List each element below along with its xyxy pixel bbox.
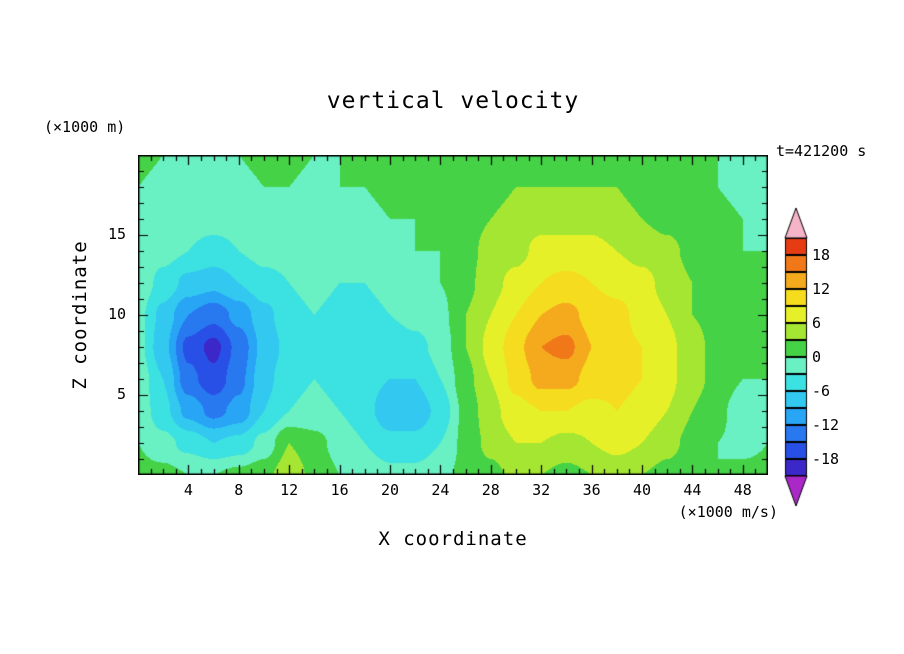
x-tick-label: 8 bbox=[234, 481, 244, 499]
x-tick-label: 44 bbox=[683, 481, 702, 499]
colorbar-tick-label: 18 bbox=[812, 246, 831, 264]
x-tick-label: 24 bbox=[431, 481, 450, 499]
z-axis-unit: (×1000 m) bbox=[44, 118, 126, 136]
chart-title: vertical velocity bbox=[326, 88, 580, 114]
x-axis-label: X coordinate bbox=[378, 528, 528, 550]
x-tick-label: 4 bbox=[183, 481, 193, 499]
contour-plot-canvas bbox=[138, 155, 768, 475]
x-tick-label: 12 bbox=[280, 481, 299, 499]
x-tick-label: 16 bbox=[330, 481, 349, 499]
z-tick-label: 5 bbox=[116, 385, 126, 403]
colorbar-tick-label: -18 bbox=[812, 450, 840, 468]
z-axis-label: Z coordinate bbox=[69, 240, 91, 390]
timestamp-label: t=421200 s bbox=[776, 142, 867, 160]
colorbar-tick-label: 12 bbox=[812, 280, 831, 298]
x-tick-label: 40 bbox=[632, 481, 652, 499]
z-tick-label: 15 bbox=[107, 225, 126, 243]
colorbar-unit: (×1000 m/s) bbox=[678, 503, 778, 521]
z-tick-label: 10 bbox=[107, 305, 126, 323]
x-tick-label: 32 bbox=[532, 481, 551, 499]
colorbar bbox=[784, 207, 808, 509]
colorbar-tick-label: 6 bbox=[812, 314, 822, 332]
x-tick-label: 20 bbox=[380, 481, 400, 499]
colorbar-tick-label: 0 bbox=[812, 348, 822, 366]
x-tick-label: 36 bbox=[582, 481, 601, 499]
x-tick-label: 28 bbox=[481, 481, 500, 499]
colorbar-tick-label: -12 bbox=[812, 416, 840, 434]
x-tick-label: 48 bbox=[733, 481, 752, 499]
colorbar-tick-label: -6 bbox=[812, 382, 831, 400]
